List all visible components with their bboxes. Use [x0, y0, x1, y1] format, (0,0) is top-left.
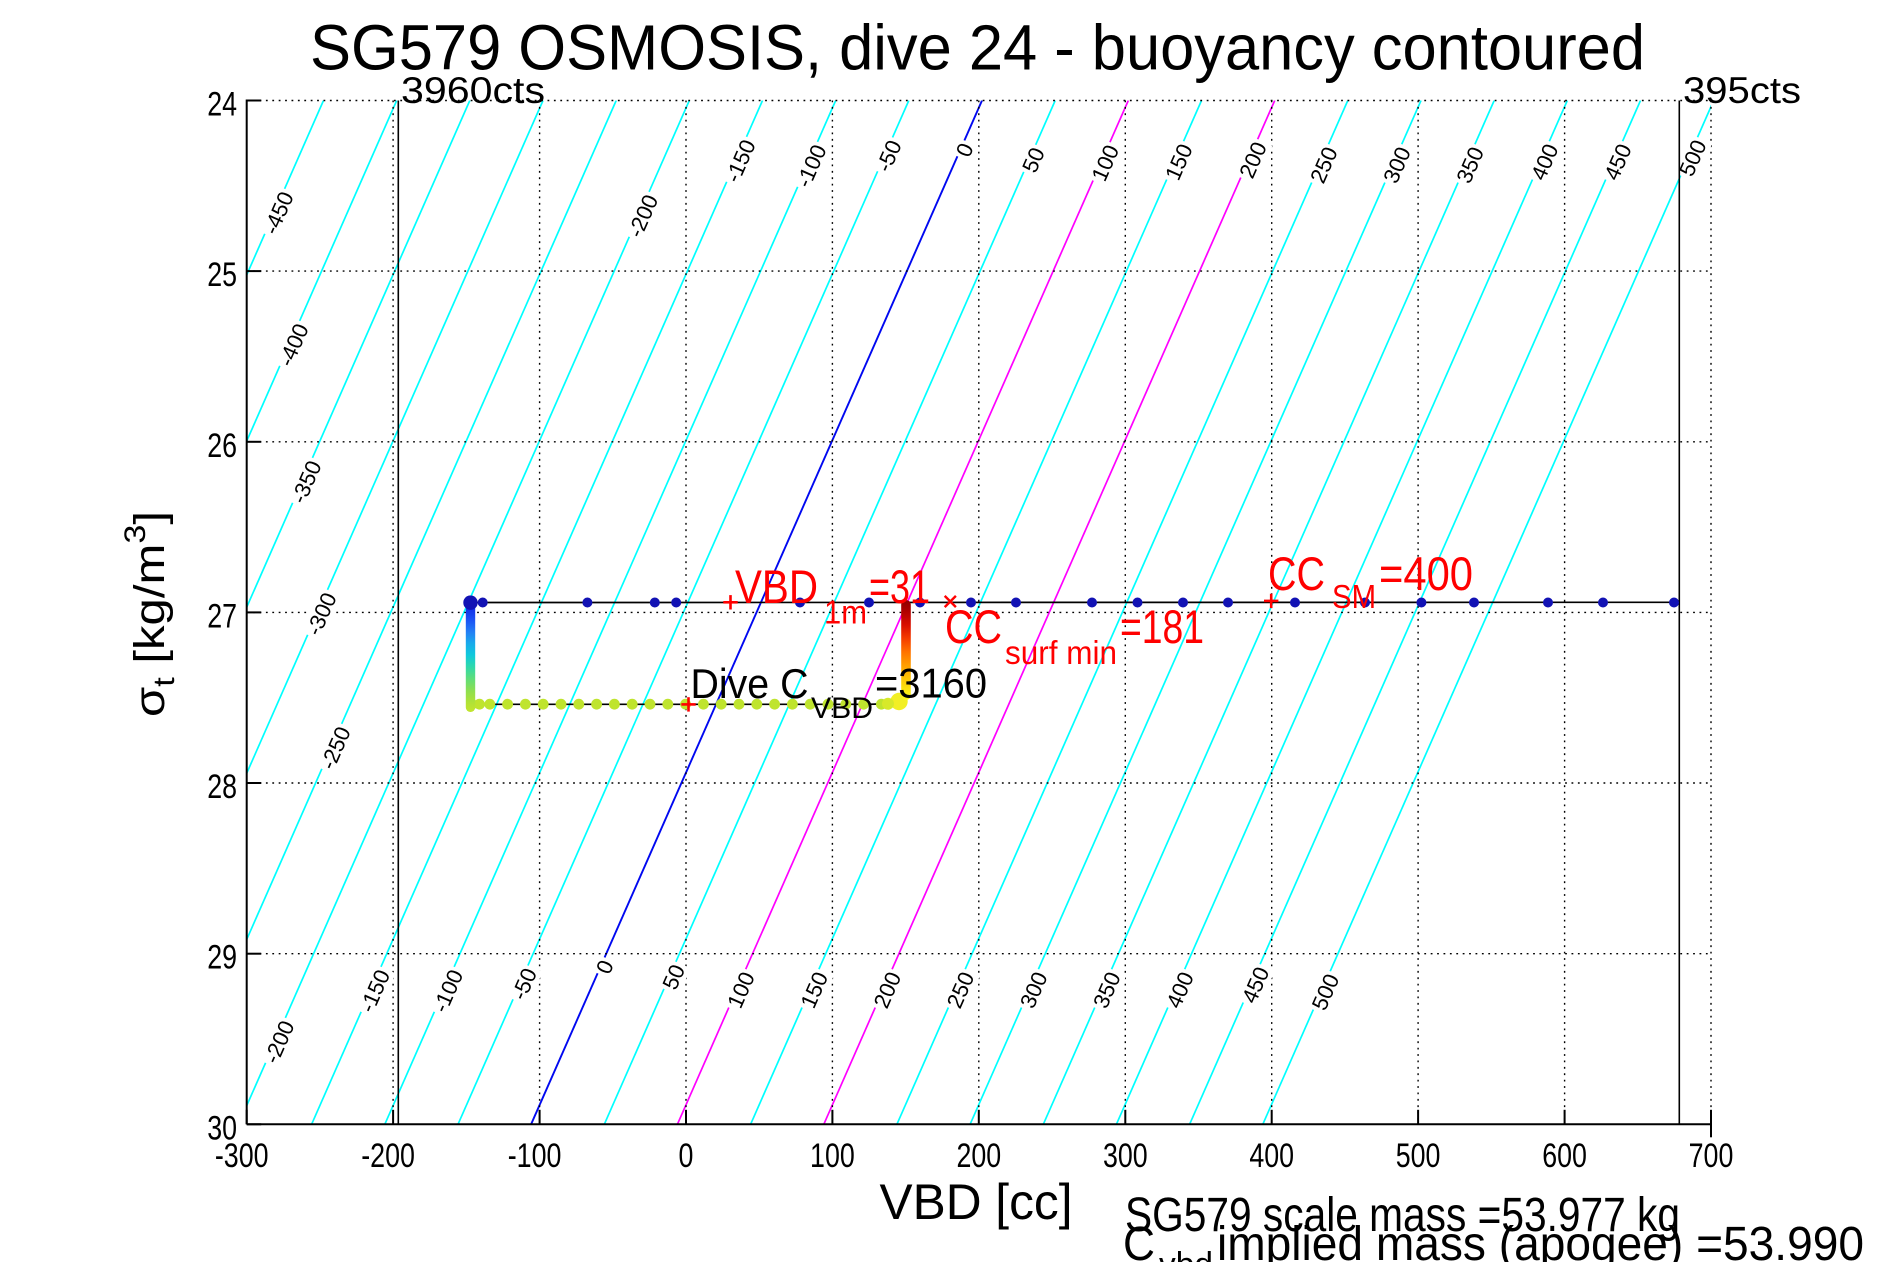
svg-text:27: 27 [207, 597, 237, 635]
svg-text:26: 26 [207, 427, 237, 465]
svg-text:surf min: surf min [1005, 635, 1117, 672]
svg-text:28: 28 [207, 768, 237, 806]
svg-text:700: 700 [1689, 1137, 1734, 1175]
svg-text:30: 30 [207, 1109, 237, 1147]
svg-text:CC: CC [1268, 548, 1325, 601]
svg-text:400: 400 [1249, 1137, 1294, 1175]
svg-text:CC: CC [945, 601, 1002, 654]
svg-text:SG579 OSMOSIS, dive 24 - buoya: SG579 OSMOSIS, dive 24 - buoyancy contou… [310, 12, 1645, 84]
svg-text:600: 600 [1542, 1137, 1587, 1175]
svg-text:200: 200 [956, 1137, 1001, 1175]
svg-text:VBD: VBD [811, 692, 873, 725]
svg-text:=31: =31 [869, 561, 930, 614]
svg-text:-300: -300 [215, 1137, 269, 1175]
svg-text:=181: =181 [1120, 601, 1204, 654]
svg-text:1m: 1m [824, 595, 867, 632]
svg-text:VBD [cc]: VBD [cc] [880, 1174, 1073, 1230]
svg-text:100: 100 [810, 1137, 855, 1175]
svg-text:SM: SM [1332, 579, 1376, 616]
svg-text:VBD: VBD [735, 561, 818, 614]
svg-text:-200: -200 [361, 1137, 415, 1175]
svg-text:300: 300 [1103, 1137, 1148, 1175]
svg-text:SG579 scale mass =53.977 kg: SG579 scale mass =53.977 kg [1125, 1189, 1680, 1242]
svg-text:3960cts: 3960cts [401, 69, 545, 111]
svg-text:24: 24 [207, 86, 237, 124]
svg-text:29: 29 [207, 939, 237, 977]
svg-text:-100: -100 [508, 1137, 562, 1175]
svg-text:implied mass (apogee) =53.990: implied mass (apogee) =53.990 [1217, 1218, 1864, 1262]
svg-text:0: 0 [679, 1137, 694, 1175]
svg-text:=3160: =3160 [875, 660, 987, 707]
svg-text:C: C [1123, 1218, 1155, 1262]
svg-text:395cts: 395cts [1683, 69, 1801, 111]
svg-text:25: 25 [207, 256, 237, 294]
svg-text:vbd: vbd [1159, 1246, 1213, 1262]
svg-text:500: 500 [1396, 1137, 1441, 1175]
svg-text:Dive C: Dive C [691, 660, 809, 707]
svg-text:=400: =400 [1379, 548, 1473, 601]
